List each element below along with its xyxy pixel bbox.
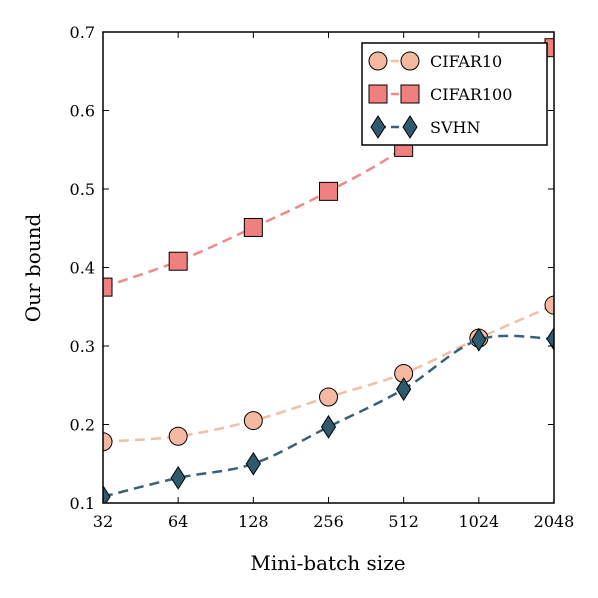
legend-marker-cifar100-a	[368, 84, 388, 104]
ticks-layer: 32 64 128 256 512 1024 2048 0.1 0.2 0.3 0.4 0.5 0.6 0…	[70, 23, 575, 531]
y-tick-label: 0.2	[70, 416, 95, 435]
legend-label-cifar10: CIFAR10	[430, 52, 502, 71]
legend-marker-svhn-b	[402, 115, 418, 139]
legend-marker-cifar100-b	[400, 84, 420, 104]
data-point-cifar100-64	[168, 251, 188, 271]
data-point-svhn-2048	[546, 327, 554, 351]
y-tick-label: 0.3	[70, 337, 95, 356]
data-point-cifar100-256	[319, 181, 338, 201]
data-point-cifar10-64	[168, 426, 188, 446]
legend-marker-cifar10-b	[400, 51, 420, 71]
y-tick-label: 0.6	[70, 102, 95, 121]
x-tick-label: 32	[93, 512, 113, 531]
data-point-svhn-128	[245, 451, 261, 476]
data-point-cifar10-2048	[544, 295, 554, 315]
data-point-cifar10-32	[103, 432, 113, 452]
data-point-cifar10-128	[243, 411, 263, 431]
data-point-cifar10-256	[319, 387, 338, 407]
x-tick-label: 64	[168, 512, 188, 531]
y-tick-label: 0.1	[70, 494, 95, 513]
data-point-svhn-1024	[471, 327, 487, 352]
data-point-svhn-32	[103, 484, 111, 503]
data-point-cifar100-128	[243, 217, 263, 237]
y-tick-label: 0.7	[70, 23, 95, 42]
x-tick-label: 512	[388, 512, 419, 531]
legend: CIFAR10 CIFAR100 SVHN	[361, 42, 548, 146]
x-tick-label: 128	[238, 512, 269, 531]
data-point-svhn-64	[170, 465, 186, 490]
x-axis-label: Mini-batch size	[250, 551, 405, 575]
y-tick-label: 0.4	[70, 259, 95, 278]
legend-marker-svhn-a	[370, 115, 386, 139]
legend-label-svhn: SVHN	[430, 118, 480, 137]
data-point-svhn-256	[320, 414, 337, 439]
x-tick-label: 1024	[458, 512, 499, 531]
x-tick-label: 2048	[534, 512, 575, 531]
legend-label-cifar100: CIFAR100	[430, 85, 512, 104]
data-point-cifar100-32	[103, 277, 113, 297]
data-point-svhn-512	[396, 377, 412, 402]
y-tick-label: 0.5	[70, 180, 95, 199]
x-tick-label: 256	[313, 512, 344, 531]
y-axis-label: Our bound	[21, 214, 45, 323]
legend-marker-cifar10-a	[368, 51, 388, 71]
